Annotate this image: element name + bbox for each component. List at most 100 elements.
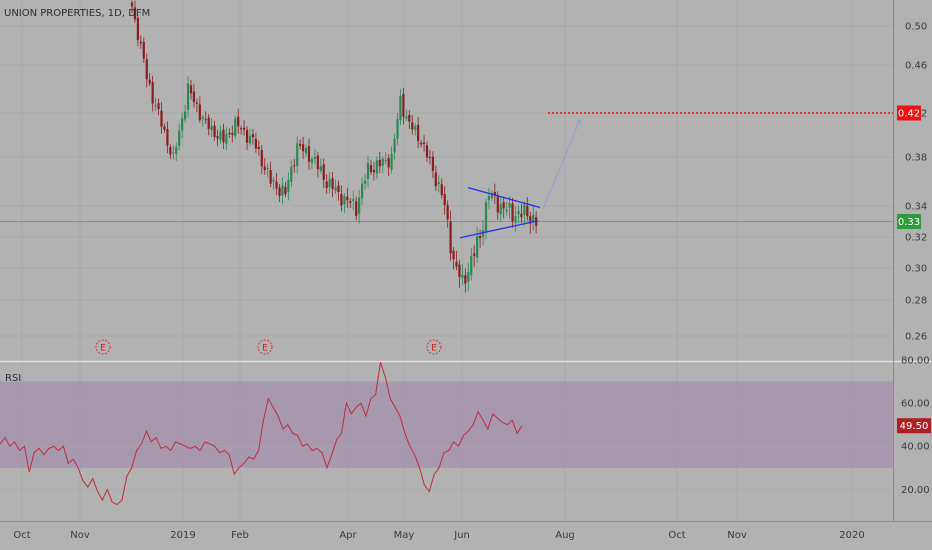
candle-body: [281, 185, 284, 196]
candle-body: [402, 94, 405, 117]
candle: [133, 0, 137, 23]
projection-arrowhead: [575, 118, 581, 126]
candle: [296, 136, 299, 174]
rsi-tag-background: [897, 418, 931, 434]
x-tick-label: Nov: [70, 530, 90, 541]
candle: [231, 125, 234, 143]
candle: [322, 158, 325, 188]
candle: [340, 185, 343, 212]
y-tick-label: 0.32: [905, 233, 927, 244]
candle: [440, 178, 443, 199]
x-tick-label: Oct: [668, 530, 685, 541]
candle-body: [198, 104, 201, 121]
candle-body: [293, 165, 296, 167]
candle-body: [189, 85, 193, 94]
event-label: E: [431, 344, 437, 354]
candle: [511, 197, 514, 228]
candle: [505, 201, 508, 216]
candle: [532, 204, 535, 231]
candle-body: [148, 79, 151, 84]
earnings-event-marker[interactable]: E: [95, 339, 111, 355]
candle-body: [484, 202, 488, 233]
candle-body: [505, 209, 508, 212]
candle: [299, 139, 302, 150]
time-axis[interactable]: Oct Nov 2019 Feb Apr May Jun Aug Oct Nov 2020: [13, 530, 864, 541]
candle-body: [231, 132, 234, 135]
candle: [372, 161, 375, 181]
candle: [281, 177, 284, 204]
candle: [228, 128, 231, 138]
x-tick-label: Jun: [453, 530, 470, 541]
candle: [346, 187, 349, 208]
candle-body: [210, 125, 213, 131]
rsi-tick-label: 80.00: [901, 356, 930, 367]
candle-body: [502, 202, 505, 209]
candle: [349, 197, 352, 208]
candle: [234, 115, 237, 139]
candle: [184, 104, 187, 123]
candle: [219, 125, 222, 144]
candle: [467, 262, 470, 292]
candle-body: [257, 146, 260, 150]
candle-body: [163, 126, 166, 130]
event-circle: [95, 339, 111, 355]
candle-body: [523, 204, 526, 215]
candle: [405, 109, 408, 122]
breakout-projection-arrow[interactable]: [542, 119, 581, 210]
candle: [375, 156, 378, 180]
x-tick-label: Apr: [339, 530, 357, 541]
candle-body: [213, 125, 216, 138]
triangle-upper-trendline[interactable]: [467, 186, 541, 209]
candle-body: [216, 136, 219, 139]
candle: [331, 172, 334, 197]
rsi-axis[interactable]: 80.00 60.00 40.00 20.00: [0, 356, 930, 496]
candle: [493, 183, 496, 205]
rsi-title: RSI: [5, 373, 21, 384]
candle-body: [299, 144, 302, 146]
y-tick-label: 0.46: [905, 61, 927, 72]
candle-body: [461, 274, 464, 278]
candle-body: [408, 114, 411, 122]
candle: [428, 150, 432, 165]
candle: [160, 102, 163, 134]
candle: [352, 190, 355, 211]
candle-body: [142, 41, 145, 59]
candle-body: [266, 168, 269, 170]
x-tick-label: Aug: [555, 530, 575, 541]
candle-body: [499, 204, 502, 215]
candle: [310, 156, 314, 170]
candle-body: [325, 181, 328, 188]
candle-body: [355, 201, 358, 216]
candle: [361, 177, 364, 205]
candle: [245, 126, 249, 150]
candle: [198, 96, 201, 123]
candle-body: [363, 180, 367, 185]
candle-body: [296, 143, 299, 167]
rsi-tick-label: 20.00: [901, 485, 930, 496]
candle-body: [366, 163, 370, 179]
candle: [369, 159, 373, 175]
candle-body: [169, 147, 172, 155]
candle-body: [346, 196, 349, 201]
candle-body: [139, 41, 142, 44]
x-tick-label: May: [394, 530, 415, 541]
candle: [464, 268, 467, 293]
candle-body: [307, 146, 311, 162]
candlestick-series: [130, 0, 538, 293]
candle-body: [287, 179, 290, 193]
candle: [210, 118, 213, 138]
candle: [337, 180, 340, 201]
candle: [148, 73, 151, 87]
y-tick-label: 0.38: [905, 153, 927, 164]
candle-body: [154, 105, 157, 107]
earnings-event-marker[interactable]: E: [426, 339, 442, 355]
earnings-event-marker[interactable]: E: [257, 339, 273, 355]
symmetrical-triangle-pattern[interactable]: [459, 186, 541, 239]
candle: [446, 200, 449, 228]
candle-body: [405, 116, 408, 119]
candle-body: [181, 118, 184, 131]
candle-body: [192, 91, 196, 103]
triangle-lower-trendline[interactable]: [459, 220, 539, 239]
